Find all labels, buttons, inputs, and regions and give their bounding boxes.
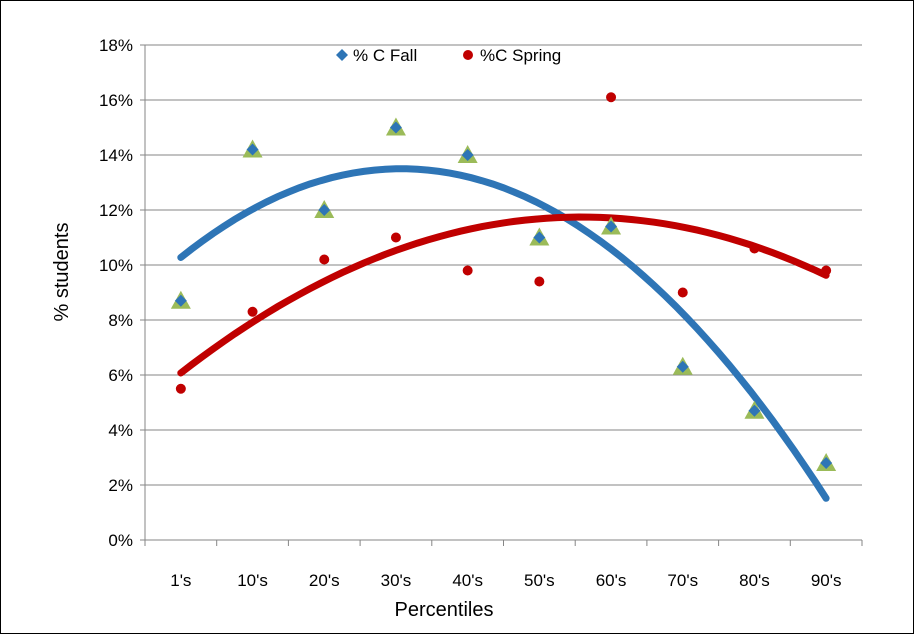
- fall-point: [748, 404, 761, 417]
- spring-point: [677, 287, 688, 298]
- fall-point: [533, 231, 546, 244]
- fall-point: [605, 220, 618, 233]
- trendline-spring: [177, 213, 830, 377]
- legend-spring-label: %C Spring: [480, 46, 561, 65]
- data-markers: [170, 92, 837, 471]
- x-axis-title: Percentiles: [395, 599, 494, 621]
- x-tick-label: 90's: [811, 571, 842, 590]
- x-tick-label: 80's: [739, 571, 770, 590]
- spring-point: [821, 265, 832, 276]
- fall-point: [318, 204, 331, 216]
- fall-point: [820, 457, 833, 469]
- y-tick-label: 2%: [108, 476, 133, 495]
- fall-point: [246, 143, 259, 156]
- y-tick-label: 16%: [99, 91, 133, 110]
- y-tick-label: 8%: [108, 311, 133, 330]
- x-tick-label: 20's: [309, 571, 340, 590]
- legend-spring-marker: [463, 50, 473, 60]
- legend-fall-label: % C Fall: [353, 46, 417, 65]
- x-tick-label: 1's: [170, 571, 191, 590]
- y-tick-labels: 0% 2% 4% 6% 8% 10% 12% 14% 16% 18%: [99, 36, 133, 550]
- trendline-fall: [177, 165, 830, 502]
- x-tick-labels: 1's 10's 20's 30's 40's 50's 60's 70's 80's 90's: [170, 571, 841, 590]
- x-tick-label: 40's: [452, 571, 483, 590]
- spring-point: [319, 254, 330, 265]
- y-tick-label: 0%: [108, 531, 133, 550]
- spring-point: [534, 276, 545, 287]
- x-tick-label: 10's: [237, 571, 268, 590]
- y-tick-label: 4%: [108, 421, 133, 440]
- y-tick-label: 10%: [99, 256, 133, 275]
- gridlines: [140, 44, 863, 546]
- trendlines: [177, 165, 830, 502]
- axes: [144, 45, 862, 541]
- y-tick-label: 18%: [99, 36, 133, 55]
- x-tick-label: 70's: [667, 571, 698, 590]
- spring-point: [175, 383, 186, 394]
- fall-point: [461, 149, 474, 161]
- spring-point: [749, 243, 760, 254]
- spring-point: [247, 306, 258, 317]
- y-tick-label: 14%: [99, 146, 133, 165]
- x-tick-label: 50's: [524, 571, 555, 590]
- x-tick-label: 30's: [381, 571, 412, 590]
- y-tick-label: 6%: [108, 366, 133, 385]
- spring-point: [606, 92, 617, 103]
- spring-point: [462, 265, 473, 276]
- y-axis-title: % students: [51, 223, 73, 322]
- spring-point: [390, 232, 401, 243]
- fall-point: [174, 294, 187, 307]
- legend: % C Fall %C Spring: [336, 46, 561, 65]
- fall-point: [676, 360, 689, 373]
- y-tick-label: 12%: [99, 201, 133, 220]
- legend-fall-marker: [336, 49, 348, 61]
- fall-point: [389, 121, 402, 134]
- x-tick-label: 60's: [596, 571, 627, 590]
